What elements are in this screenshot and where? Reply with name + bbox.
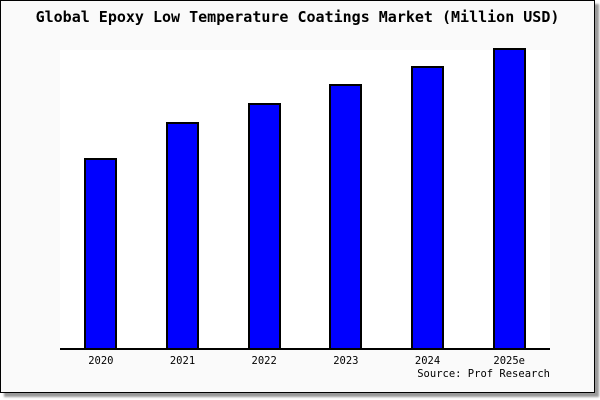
x-tick-label-2023: 2023 bbox=[333, 355, 359, 367]
bar-2022 bbox=[247, 102, 281, 348]
x-tick-label-2024: 2024 bbox=[414, 355, 441, 367]
x-tick-label-2021: 2021 bbox=[169, 355, 196, 367]
x-tick-label-2025e: 2025e bbox=[493, 355, 525, 367]
chart-frame: Global Epoxy Low Temperature Coatings Ma… bbox=[0, 0, 595, 393]
bar-slot bbox=[223, 50, 305, 348]
bar-2023 bbox=[329, 83, 363, 348]
chart-title: Global Epoxy Low Temperature Coatings Ma… bbox=[35, 8, 560, 26]
source-credit: Source: Prof Research bbox=[417, 368, 550, 380]
bar-slot bbox=[60, 50, 142, 348]
bar-slot bbox=[305, 50, 387, 348]
bar-2025e bbox=[492, 48, 526, 348]
x-axis-labels: 2020 2021 2022 2023 2024 2025e bbox=[60, 355, 550, 367]
bar-2021 bbox=[166, 121, 199, 348]
x-tick-label-2022: 2022 bbox=[251, 355, 277, 367]
bar-2020 bbox=[84, 158, 118, 348]
bar-slot bbox=[142, 50, 224, 348]
bar-2024 bbox=[411, 65, 445, 348]
plot-area bbox=[60, 48, 550, 350]
bars-container bbox=[60, 48, 550, 348]
bar-slot bbox=[468, 48, 550, 348]
bar-slot bbox=[387, 50, 469, 348]
x-tick-label-2020: 2020 bbox=[88, 355, 114, 367]
